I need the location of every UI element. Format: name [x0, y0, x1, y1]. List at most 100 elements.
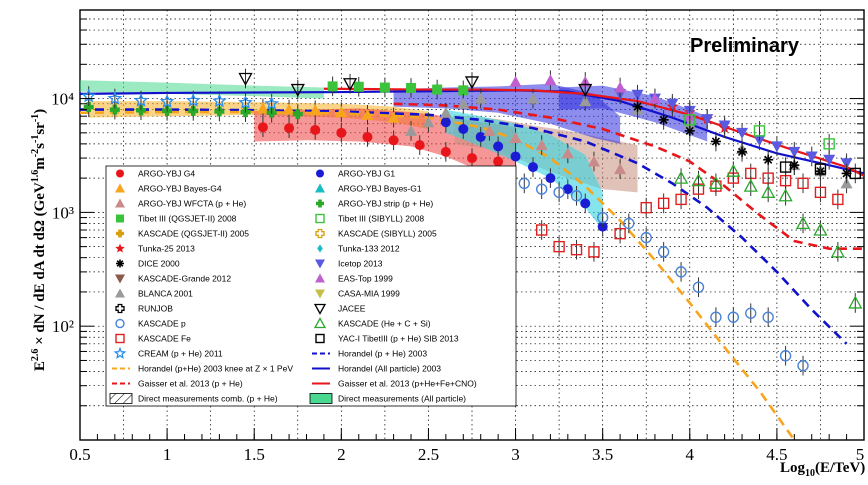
data-series	[257, 117, 504, 172]
data-point	[283, 103, 296, 115]
data-point	[743, 178, 758, 192]
data-point	[614, 81, 627, 93]
data-series	[483, 121, 627, 179]
legend-label: KASCADE (SIBYLL) 2005	[338, 229, 437, 239]
legend-label: ARGO-YBJ Bayes-G1	[338, 184, 422, 194]
data-point	[313, 303, 327, 315]
legend-label: KASCADE-Grande 2012	[138, 274, 231, 284]
data-point	[327, 81, 338, 92]
legend-entry: CASA-MIA 1999	[315, 289, 400, 299]
y-tick-label: 10⁴	[51, 90, 74, 109]
data-point	[362, 131, 373, 142]
curve-layer	[80, 87, 864, 440]
data-point	[238, 95, 253, 109]
data-point	[823, 138, 835, 150]
data-point	[315, 213, 325, 224]
data-point	[553, 240, 565, 253]
data-point	[708, 175, 724, 189]
data-point	[614, 163, 627, 175]
data-point	[823, 154, 836, 166]
data-point	[545, 173, 556, 184]
data-series	[256, 98, 400, 128]
legend-entry: ARGO-YBJ Bayes-G4	[115, 183, 222, 194]
data-point	[675, 193, 687, 206]
data-point	[805, 151, 818, 163]
data-point	[405, 124, 418, 136]
data-point	[648, 92, 661, 104]
legend-entry: ARGO-YBJ G1	[316, 169, 395, 179]
band-layer	[80, 80, 708, 231]
legend-entry: ARGO-YBJ strip (p + He)	[316, 199, 433, 209]
data-point	[727, 311, 740, 323]
legend-entry: KASCADE (SIBYLL) 2005	[315, 228, 437, 239]
data-point	[361, 108, 374, 120]
model-curve	[393, 102, 864, 250]
legend-entry: Horandel (p + He) 2003	[312, 349, 427, 359]
data-point	[310, 124, 321, 135]
data-point	[316, 199, 325, 208]
data-point	[761, 184, 776, 198]
data-point	[814, 163, 827, 175]
data-point	[789, 160, 800, 171]
data-point	[832, 193, 844, 206]
svg-text:Log10(E/TeV): Log10(E/TeV)	[780, 460, 865, 479]
data-point	[159, 93, 175, 108]
data-point	[632, 101, 643, 112]
legend-entry: ARGO-YBJ Bayes-G1	[315, 183, 422, 194]
data-point	[115, 333, 125, 344]
data-point	[814, 186, 827, 199]
legend-box	[105, 165, 517, 407]
data-point	[387, 111, 400, 123]
data-point	[342, 78, 358, 92]
x-tick-label: 2	[337, 445, 346, 464]
data-series	[238, 68, 593, 100]
data-point	[737, 146, 748, 157]
data-point	[527, 162, 538, 173]
data-point	[290, 83, 305, 97]
data-point	[264, 96, 280, 110]
legend-label: EAS-Top 1999	[338, 274, 393, 284]
legend-entry: KASCADE-Grande 2012	[115, 274, 231, 284]
legend-entry: Tibet III (QGSJET-II) 2008	[116, 214, 237, 224]
legend-label: BLANCA 2001	[138, 289, 193, 299]
data-point	[509, 75, 522, 87]
y-tick-label: 10²	[52, 317, 74, 336]
data-series	[327, 76, 469, 101]
data-point	[458, 124, 469, 135]
data-point	[623, 217, 635, 230]
data-point	[848, 295, 863, 309]
data-point	[657, 246, 670, 258]
data-point	[115, 198, 125, 208]
data-point	[710, 311, 722, 323]
data-point	[116, 169, 124, 178]
data-point	[795, 216, 811, 230]
data-point	[788, 146, 801, 158]
legend-entry: CREAM (p + He) 2011	[113, 346, 223, 359]
data-point	[587, 155, 600, 167]
data-point	[116, 229, 124, 238]
data-point	[188, 105, 199, 116]
data-point	[315, 273, 325, 283]
data-point	[753, 125, 766, 137]
data-point	[457, 97, 470, 109]
legend-entry: RUNJOB	[115, 304, 173, 314]
legend-label: Direct measurements (All particle)	[338, 394, 466, 404]
data-point	[422, 116, 435, 128]
legend-label: Horandel (p + He) 2003	[338, 349, 427, 359]
shaded-band	[445, 109, 603, 231]
data-point	[580, 198, 591, 209]
data-point	[315, 228, 325, 239]
data-point	[779, 161, 792, 173]
svg-text:E2.6 × dN / dE dA dt dΩ: E2.6 × dN / dE dA dt dΩ (GeV1.6m-2s-1sr-…	[30, 109, 48, 371]
data-point	[83, 102, 94, 113]
legend-entry: BLANCA 2001	[115, 288, 193, 299]
data-point	[493, 141, 504, 152]
legend-label: Horandel (All particle) 2003	[338, 364, 441, 374]
legend-entry: Horandel (p+He) 2003 knee at Z × 1 PeV	[112, 364, 293, 374]
model-curve	[80, 110, 796, 440]
data-point	[673, 170, 689, 184]
data-point	[313, 317, 327, 329]
x-tick-label: 3	[511, 445, 520, 464]
y-tick-label: 10³	[52, 203, 74, 222]
x-tick-label: 4.5	[766, 445, 787, 464]
